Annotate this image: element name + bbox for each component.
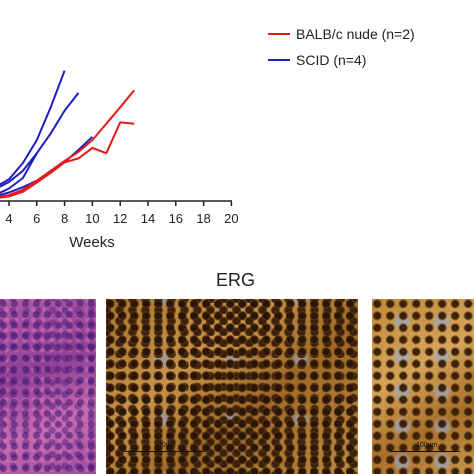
erg-stain-image-1 — [106, 299, 358, 474]
scale-bar-1 — [124, 451, 204, 452]
scale-label-2: 100µm — [416, 442, 438, 449]
series-line-balbc-5 — [0, 121, 135, 199]
series-line-balbc-4 — [0, 89, 135, 198]
x-tick-label: 10 — [85, 211, 99, 226]
he-stain-image — [0, 299, 96, 474]
x-tick-label: 6 — [33, 211, 40, 226]
legend-label-scid: SCID (n=4) — [296, 52, 366, 68]
series-line-scid-0 — [0, 70, 66, 186]
x-tick-label: 4 — [5, 211, 12, 226]
x-tick-label: 12 — [113, 211, 127, 226]
legend-label-balbc: BALB/c nude (n=2) — [296, 26, 415, 42]
legend: BALB/c nude (n=2) SCID (n=4) — [268, 26, 415, 68]
series-layer — [0, 70, 135, 199]
tumor-growth-chart: 4 6 8 10 12 14 16 18 20 Weeks BALB/c nude (n=2) … — [0, 26, 415, 251]
x-tick-label: 18 — [196, 211, 210, 226]
erg-panel-title: ERG — [216, 270, 256, 290]
x-tick-label: 16 — [169, 211, 183, 226]
series-line-scid-2 — [0, 152, 38, 194]
x-axis-title: Weeks — [69, 234, 115, 251]
erg-stain-image-2 — [372, 299, 474, 474]
x-tick-label: 20 — [224, 211, 238, 226]
scale-label-1: 100µm — [154, 442, 176, 449]
series-line-scid-3 — [0, 136, 94, 197]
x-ticks: 4 6 8 10 12 14 16 18 20 — [5, 201, 239, 226]
x-tick-label: 8 — [61, 211, 68, 226]
scale-bar-2 — [390, 451, 460, 452]
x-tick-label: 14 — [141, 211, 155, 226]
